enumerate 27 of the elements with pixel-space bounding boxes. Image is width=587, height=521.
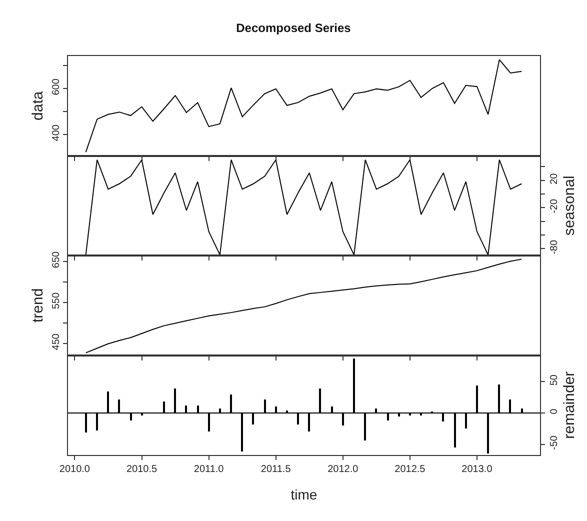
line-series [85, 258, 522, 354]
x-tick-label: 2013.0 [462, 464, 493, 475]
y-tick-label: 20 [549, 172, 560, 184]
y-tick-label: 400 [51, 124, 62, 142]
x-axis-title: time [290, 486, 318, 502]
x-tick-label: 2010.0 [59, 464, 90, 475]
y-axis-title: seasonal [561, 176, 578, 236]
x-tick-label: 2012.5 [394, 464, 426, 475]
y-tick-label: 0 [549, 408, 560, 414]
y-axis-title: remainder [561, 371, 578, 439]
chart-title: Decomposed Series [236, 20, 352, 35]
x-tick-label: 2012.0 [328, 464, 359, 475]
y-axis-title: data [29, 90, 46, 120]
y-tick-label: -20 [549, 198, 560, 214]
line-series [85, 159, 522, 256]
line-series [85, 59, 522, 153]
y-tick-label: 550 [51, 292, 62, 310]
y-tick-label: 650 [51, 250, 62, 268]
x-tick-label: 2010.5 [126, 464, 158, 475]
y-tick-label: 600 [51, 78, 62, 96]
y-tick-label: 450 [51, 333, 62, 350]
y-tick-label: -80 [549, 240, 560, 254]
y-axis-title: trend [29, 288, 46, 322]
y-tick-label: -50 [549, 435, 560, 450]
x-tick-label: 2011.5 [260, 464, 292, 475]
y-tick-label: 50 [549, 374, 560, 386]
x-tick-label: 2011.0 [194, 464, 224, 475]
